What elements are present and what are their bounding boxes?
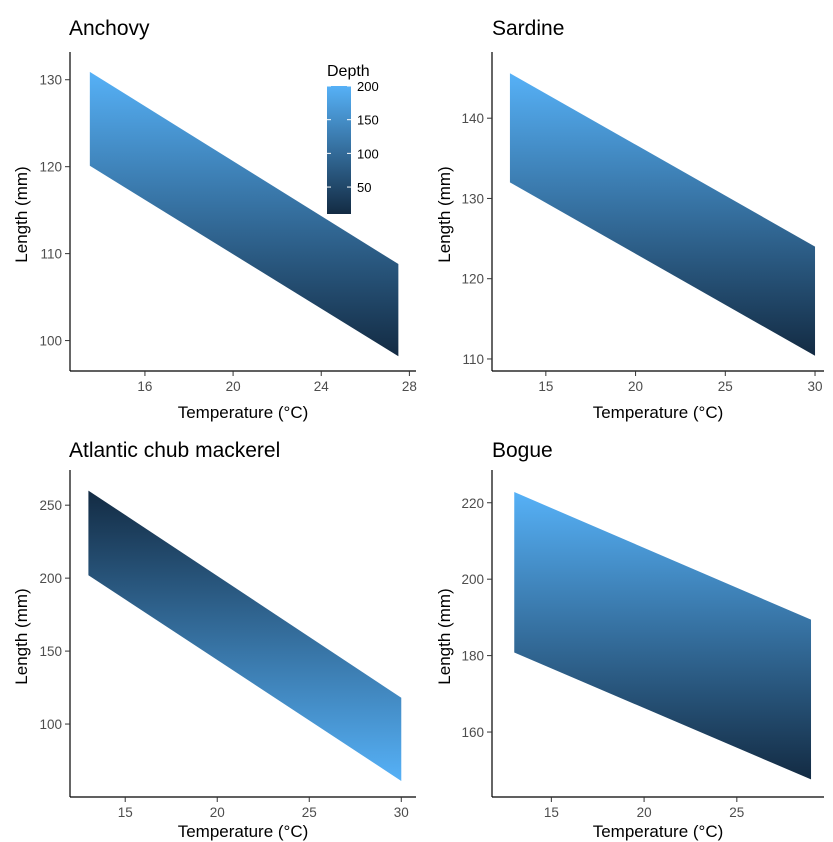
x-tick-label: 20 [210,805,225,820]
y-tick-label: 130 [461,191,484,206]
x-tick-label: 25 [729,805,744,820]
y-tick-label: 120 [461,272,484,287]
legend-label: 150 [357,113,379,128]
x-tick-label: 24 [314,379,330,394]
panel-title: Bogue [492,439,553,462]
panel-title: Anchovy [69,17,150,40]
y-tick-label: 130 [39,73,62,88]
y-tick-label: 110 [40,247,62,262]
legend-label: 100 [357,146,379,161]
x-axis-title: Temperature (°C) [593,403,724,422]
x-tick-label: 20 [628,379,643,394]
x-tick-label: 15 [538,379,553,394]
x-tick-label: 15 [118,805,133,820]
y-tick-label: 110 [462,352,484,367]
legend-label: 200 [357,79,379,94]
y-tick-label: 220 [461,496,484,511]
panel-title: Sardine [492,17,564,40]
x-tick-label: 20 [637,805,652,820]
y-tick-label: 250 [39,498,62,513]
y-axis-title: Length (mm) [12,166,31,262]
y-axis-title: Length (mm) [435,166,454,262]
legend-title: Depth [327,63,370,80]
y-tick-label: 100 [39,334,62,349]
prediction-band [89,71,399,357]
panel-1: 16 20 24 28 100 110 120 130 Anchovy Temperature (… [12,17,417,422]
panel-3: 15 20 25 30 100 150 200 250 Atlantic chub macker… [12,439,416,841]
x-tick-label: 20 [226,379,241,394]
y-tick-label: 180 [461,649,484,664]
legend-colorbar [327,86,351,214]
y-tick-label: 150 [39,644,62,659]
x-axis-title: Temperature (°C) [178,403,309,422]
y-tick-label: 140 [461,111,484,126]
y-axis-title: Length (mm) [12,588,31,684]
y-axis-title: Length (mm) [435,588,454,684]
prediction-band [88,490,402,781]
x-tick-label: 28 [402,379,417,394]
panel-title: Atlantic chub mackerel [69,439,280,462]
legend-label: 50 [357,180,371,195]
panel-4: 15 20 25 160 180 200 220 Bogue Temperature (°C) L… [435,439,824,841]
x-tick-label: 25 [718,379,733,394]
x-axis-title: Temperature (°C) [178,822,309,841]
x-tick-label: 30 [394,805,409,820]
x-tick-label: 25 [302,805,317,820]
prediction-band [514,492,812,780]
y-tick-label: 100 [39,717,62,732]
panel-2: 15 20 25 30 110 120 130 140 Sardine Temperature (… [435,17,824,422]
y-tick-label: 200 [39,571,62,586]
y-tick-label: 200 [461,572,484,587]
x-tick-label: 16 [137,379,152,394]
y-tick-label: 120 [39,160,62,175]
x-tick-label: 15 [544,805,559,820]
x-axis-title: Temperature (°C) [593,822,724,841]
x-tick-label: 30 [808,379,823,394]
y-tick-label: 160 [461,725,484,740]
prediction-band [509,73,816,356]
